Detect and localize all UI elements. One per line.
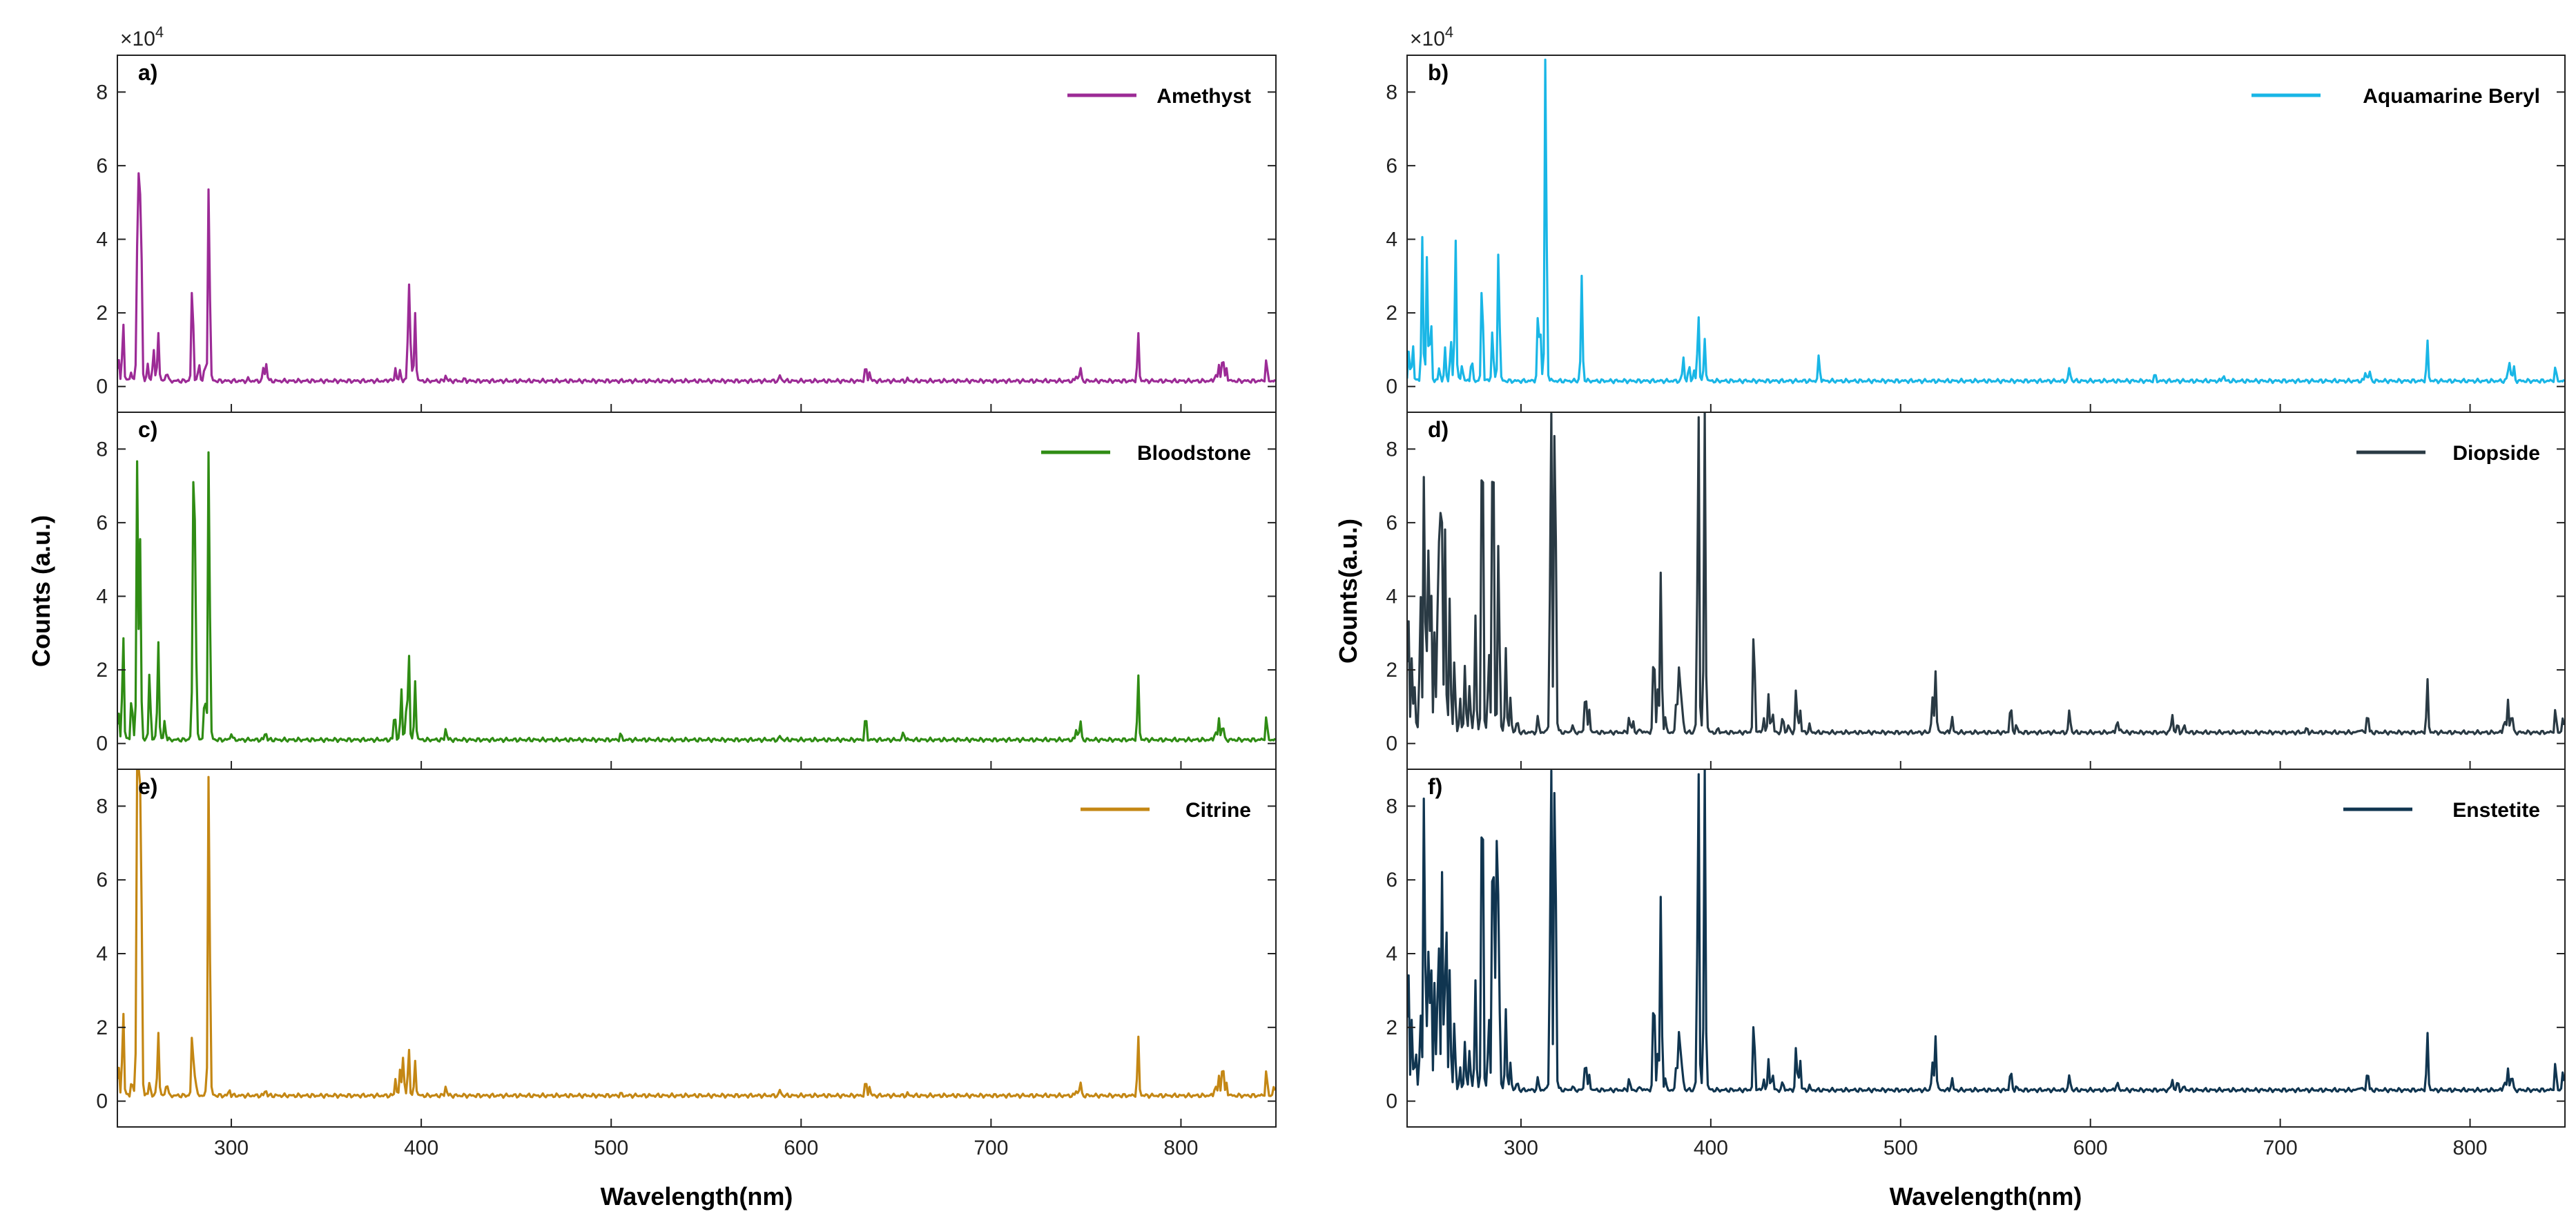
panel-frame bbox=[1406, 412, 2566, 770]
panel-frame bbox=[117, 769, 1277, 1128]
x-tick-label: 400 bbox=[404, 1137, 438, 1159]
x-tick-label: 300 bbox=[214, 1137, 249, 1159]
y-tick-label: 2 bbox=[1386, 302, 1397, 325]
panel-label: c) bbox=[138, 417, 157, 442]
y-tick-label: 0 bbox=[1386, 1090, 1397, 1113]
y-tick-label: 6 bbox=[1386, 155, 1397, 177]
y-tick-label: 8 bbox=[1386, 438, 1397, 461]
panel-label: a) bbox=[138, 60, 157, 85]
panel-diopside: 0 2 4 6 8 d) Diopside bbox=[1386, 412, 2566, 770]
y-tick-label: 8 bbox=[96, 438, 108, 461]
spectrum-line-enstetite bbox=[1407, 769, 2565, 1094]
exponent-base: ×10 bbox=[1410, 28, 1445, 50]
x-tick-label: 700 bbox=[2263, 1137, 2298, 1159]
y-tick-label: 6 bbox=[96, 155, 108, 177]
y-tick-label: 8 bbox=[96, 81, 108, 104]
y-tick-label: 0 bbox=[1386, 376, 1397, 398]
x-axis-label-left: Wavelength(nm) bbox=[601, 1182, 793, 1210]
y-tick-label: 6 bbox=[1386, 512, 1397, 534]
y-tick-label: 2 bbox=[1386, 1016, 1397, 1039]
spectrum-line-citrine bbox=[117, 769, 1276, 1099]
y-tick-label: 0 bbox=[96, 733, 108, 755]
exponent-label: ×104 bbox=[1410, 23, 1453, 50]
y-tick-label: 2 bbox=[96, 659, 108, 682]
x-tick-label: 600 bbox=[784, 1137, 818, 1159]
exponent-base: ×10 bbox=[120, 28, 155, 50]
x-axis-label-right: Wavelength(nm) bbox=[1890, 1182, 2082, 1210]
exponent-label: ×104 bbox=[120, 23, 164, 50]
y-tick-label: 4 bbox=[96, 943, 108, 965]
x-tick-label: 800 bbox=[2453, 1137, 2488, 1159]
spectrum-line-bloodstone bbox=[117, 451, 1276, 744]
panel-label: d) bbox=[1428, 417, 1449, 442]
x-tick-label: 800 bbox=[1163, 1137, 1198, 1159]
y-axis-label-left: Counts (a.u.) bbox=[27, 515, 55, 667]
legend-label-aquamarine-beryl: Aquamarine Beryl bbox=[2363, 85, 2540, 108]
y-tick-label: 6 bbox=[96, 512, 108, 534]
x-tick-label: 300 bbox=[1504, 1137, 1538, 1159]
panel-citrine: 0 2 4 6 8 300 400 500 600 700 800 e) Citrine bbox=[96, 769, 1277, 1159]
y-tick-label: 4 bbox=[1386, 228, 1397, 251]
y-tick-label: 2 bbox=[96, 1016, 108, 1039]
spectrum-line-aquamarine-beryl bbox=[1407, 58, 2565, 385]
y-tick-label: 4 bbox=[1386, 943, 1397, 965]
y-axis-label-right: Counts(a.u.) bbox=[1334, 519, 1362, 664]
y-tick-label: 8 bbox=[96, 795, 108, 818]
exponent-power: 4 bbox=[155, 23, 164, 41]
x-tick-label: 700 bbox=[974, 1137, 1008, 1159]
panel-frame bbox=[117, 55, 1277, 413]
y-tick-label: 0 bbox=[96, 1090, 108, 1113]
y-tick-label: 6 bbox=[1386, 869, 1397, 891]
spectrum-line-amethyst bbox=[117, 172, 1276, 385]
y-tick-label: 4 bbox=[96, 228, 108, 251]
y-tick-label: 4 bbox=[96, 585, 108, 608]
legend-label-enstetite: Enstetite bbox=[2452, 799, 2540, 822]
x-tick-label: 400 bbox=[1694, 1137, 1728, 1159]
panel-label: b) bbox=[1428, 60, 1449, 85]
y-tick-label: 6 bbox=[96, 869, 108, 891]
panel-enstetite: 0 2 4 6 8 300 400 500 600 700 800 f) Enstetite bbox=[1386, 769, 2566, 1159]
y-tick-label: 2 bbox=[96, 302, 108, 325]
spectrum-line-diopside bbox=[1407, 412, 2565, 736]
y-tick-label: 8 bbox=[1386, 81, 1397, 104]
panel-bloodstone: 0 2 4 6 8 c) Bloodstone bbox=[96, 412, 1277, 770]
exponent-power: 4 bbox=[1445, 23, 1453, 41]
panel-label: e) bbox=[138, 774, 157, 799]
y-tick-label: 0 bbox=[1386, 733, 1397, 755]
y-tick-label: 4 bbox=[1386, 585, 1397, 608]
legend-label-diopside: Diopside bbox=[2452, 442, 2540, 465]
y-tick-label: 0 bbox=[96, 376, 108, 398]
y-tick-label: 2 bbox=[1386, 659, 1397, 682]
panels-group: 02468×104a)Amethyst02468×104b)Aquamarine… bbox=[96, 23, 2566, 1159]
x-tick-label: 500 bbox=[594, 1137, 628, 1159]
legend-label-amethyst: Amethyst bbox=[1156, 85, 1251, 108]
y-tick-label: 8 bbox=[1386, 795, 1397, 818]
legend-label-bloodstone: Bloodstone bbox=[1137, 442, 1251, 465]
panel-frame bbox=[117, 412, 1277, 770]
x-tick-label: 500 bbox=[1883, 1137, 1918, 1159]
legend-label-citrine: Citrine bbox=[1185, 799, 1251, 822]
panel-frame bbox=[1406, 769, 2566, 1128]
panel-label: f) bbox=[1428, 774, 1442, 799]
x-tick-label: 600 bbox=[2073, 1137, 2108, 1159]
